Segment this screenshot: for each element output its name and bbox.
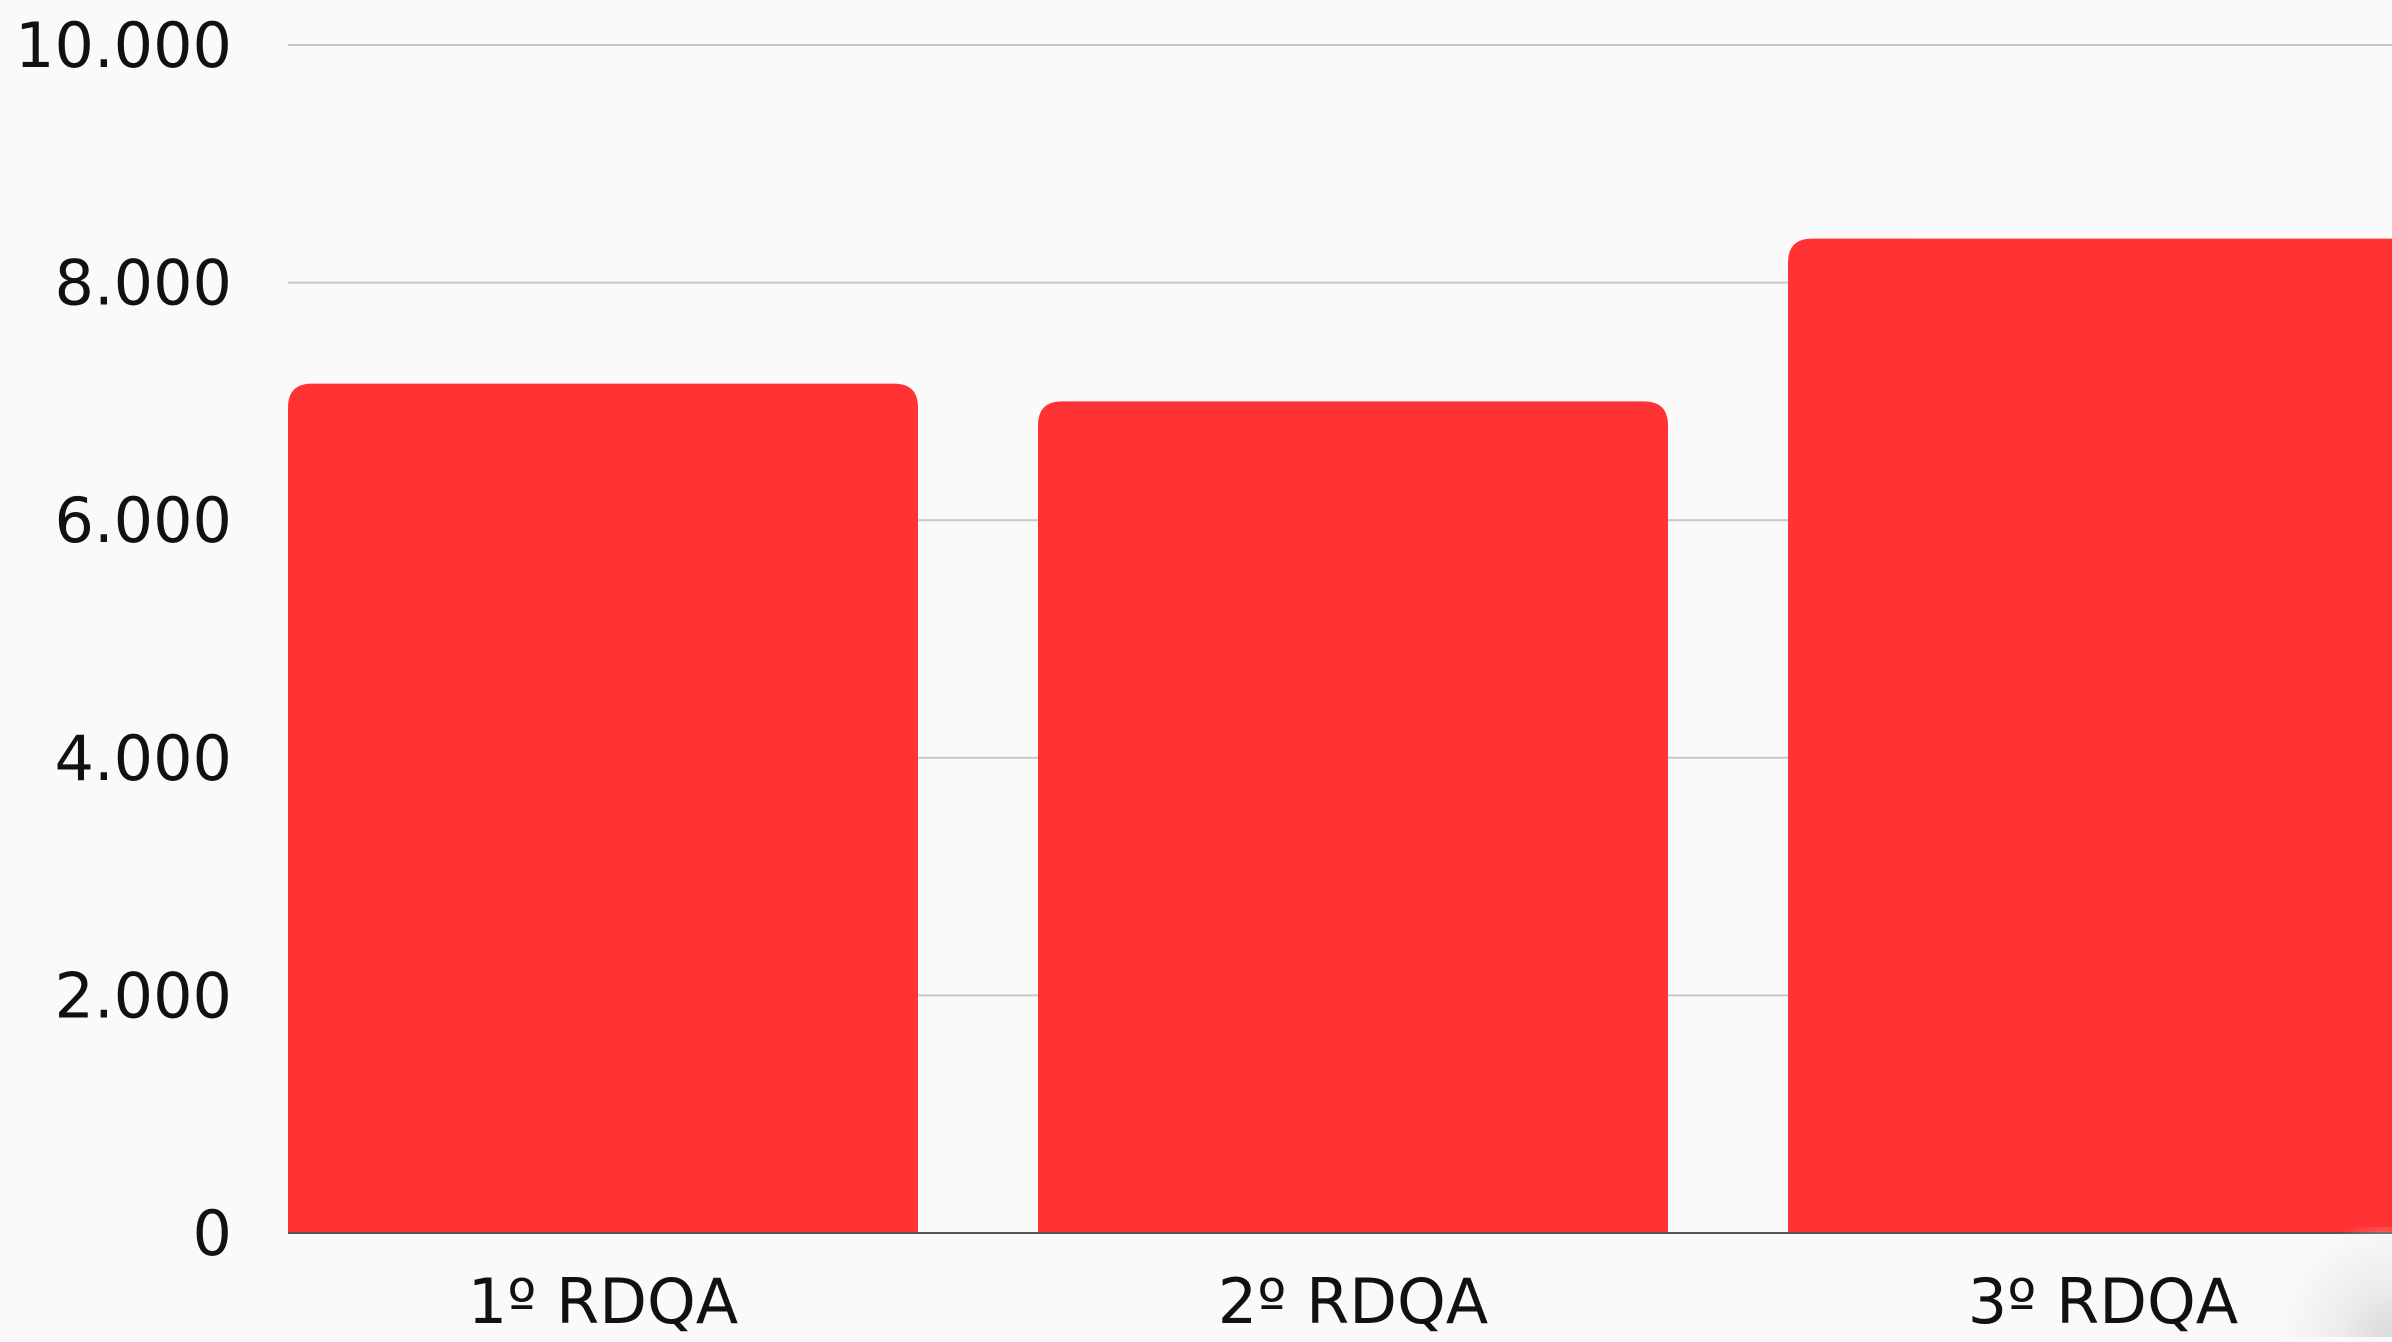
x-tick-label: 2º RDQA [1218,1265,1488,1337]
y-tick-label: 2.000 [55,959,233,1032]
y-tick-label: 8.000 [55,247,233,320]
bar [1788,238,2392,1233]
y-tick-label: 10.000 [15,9,232,82]
x-tick-label: 3º RDQA [1968,1265,2238,1337]
y-axis-tick-labels: 0 2.000 4.000 6.000 8.000 10.000 [15,9,232,1270]
bar [288,383,918,1234]
x-tick-label: 1º RDQA [468,1265,738,1337]
bar [1038,401,1668,1233]
y-tick-label: 6.000 [55,484,233,557]
y-tick-label: 0 [193,1197,232,1270]
page-curl-shadow [2282,1227,2392,1337]
x-axis-tick-labels: 1º RDQA 2º RDQA 3º RDQA [468,1265,2238,1338]
bars [288,238,2392,1234]
y-tick-label: 4.000 [55,722,233,795]
